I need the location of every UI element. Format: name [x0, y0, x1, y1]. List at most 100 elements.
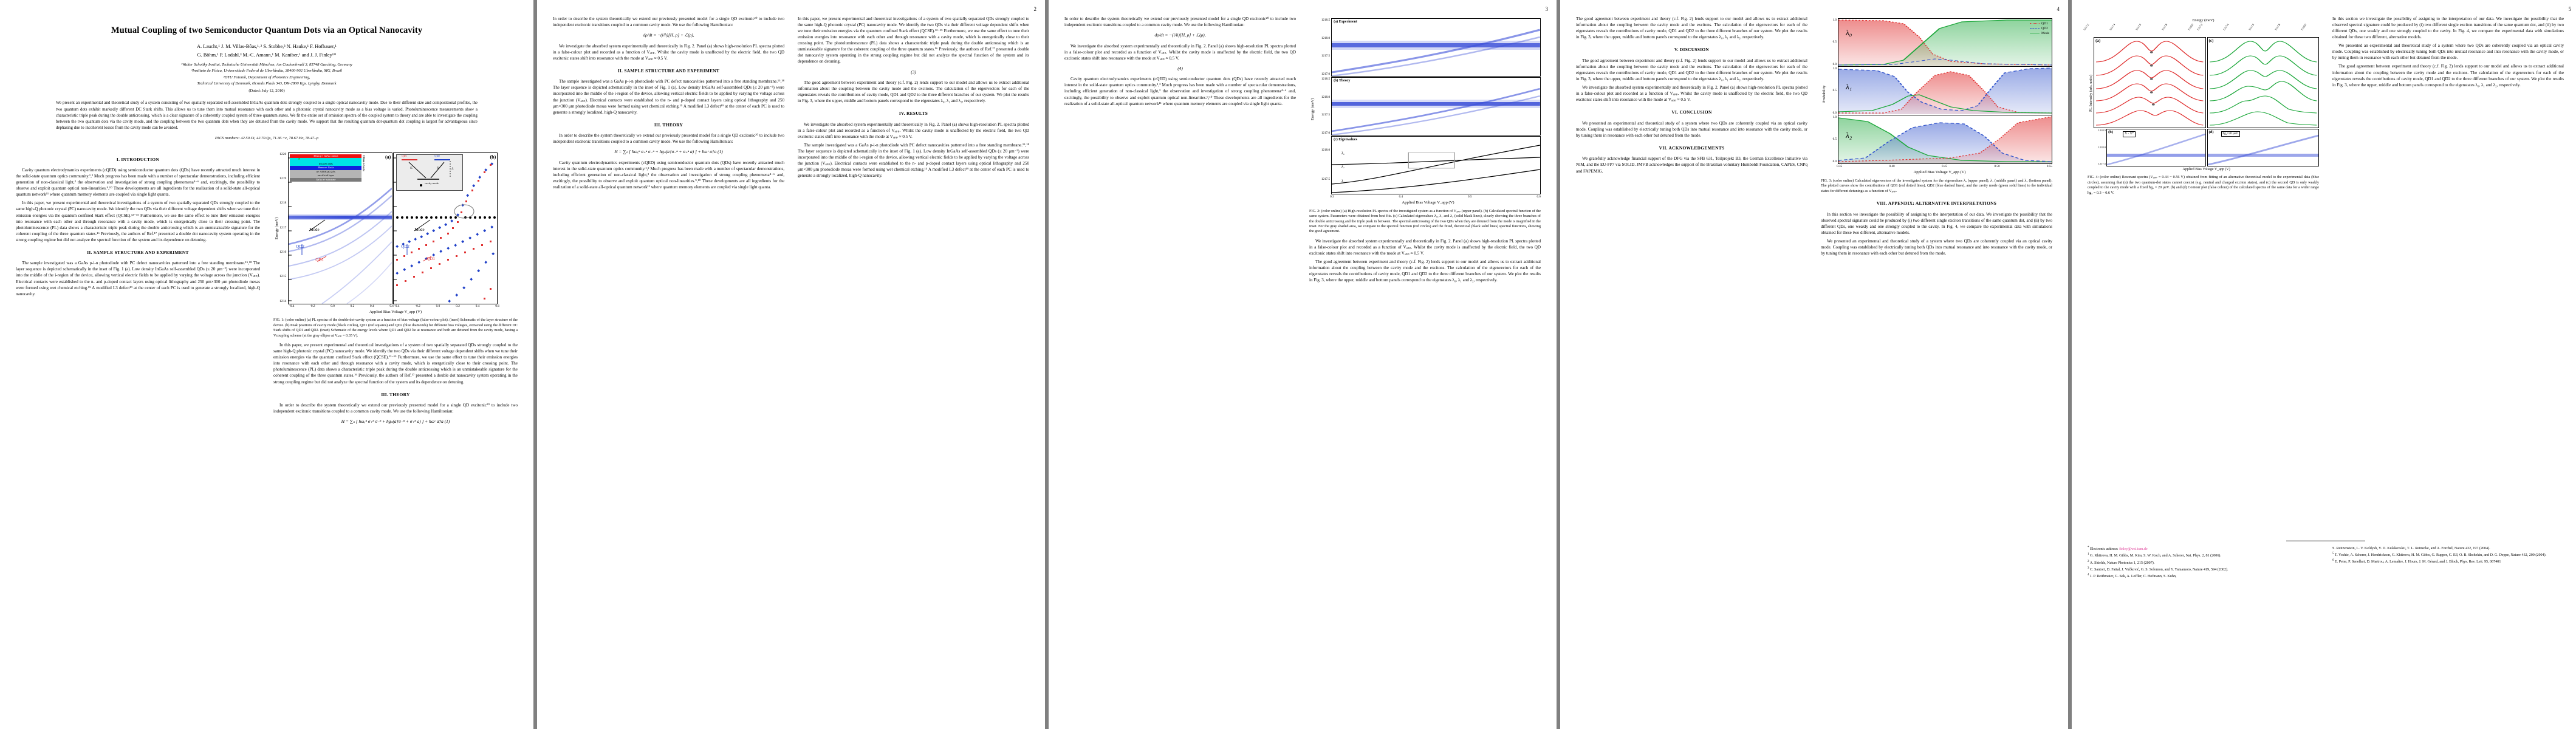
ytick: 1.0 — [1832, 67, 1837, 70]
figure4-panel-c-xticks: 1217.2 1217.4 1217.6 1217.8 1218.0 — [2196, 22, 2319, 37]
references-column-right: S. Reitzenstein, L. V. Keldysh, V. D. Ku… — [2332, 546, 2564, 580]
figure4-panel-b-yticks: 1218.5 1218.0 1217.5 — [2094, 129, 2106, 166]
legend-swatch-qd1 — [2029, 23, 2040, 24]
equation-1-inline: H = ∑ₙ [ ħωₓⁿ σ₊ⁿ σ₋ⁿ + ħgₙ(a†σ₋ⁿ + σ₊ⁿ … — [614, 149, 723, 155]
p2c1-para-4: In order to describe the system theoreti… — [553, 133, 784, 145]
reference-item: 5 T. Yoshie, A. Scherer, J. Hendrickson,… — [2332, 552, 2564, 558]
ytick: 1217.5 — [2098, 162, 2106, 166]
figure3-legend: QD1 QD2 Mode — [2029, 21, 2049, 36]
dated-line: (Dated: July 12, 2010) — [248, 89, 285, 94]
figure4-panel-c-label: (c) — [2208, 38, 2214, 43]
figure1-panel-b-xticks: -0.4 -0.2 0.0 0.2 0.4 0.6 — [394, 304, 499, 309]
section-heading-results: IV. RESULTS — [899, 111, 928, 117]
page4-column-2: Probability 1.0 0.5 0.0 — [1821, 16, 2052, 256]
xtick: 0.0 — [331, 304, 335, 308]
p4c1-para-2: The good agreement between experiment an… — [1576, 58, 1807, 81]
xtick: 0.3 — [1330, 195, 1334, 199]
p3c2-para-1: We investigate the absorbed system exper… — [1309, 238, 1541, 256]
xtick: 1217.6 — [2134, 22, 2142, 32]
section-heading-theory-2: III. THEORY — [654, 122, 683, 128]
ref-text: G. Khitrova, H. M. Gibbs, M. Kira, S. W.… — [2090, 554, 2221, 558]
ref-text: S. Reitzenstein, L. V. Keldysh, V. D. Ku… — [2332, 547, 2490, 550]
reference-item: * Electronic address: finley@wsi.tum.de — [2088, 546, 2148, 552]
xtick: 0.0 — [436, 304, 440, 308]
author-line-1: A. Laucht,¹ J. M. Villas-Bôas,¹˒² S. Sto… — [197, 44, 337, 49]
stack-layer-label: sacrificial layer — [290, 174, 362, 178]
reference-item: S. Reitzenstein, L. V. Keldysh, V. D. Ku… — [2332, 546, 2564, 551]
inset-delta-label: Δ — [451, 167, 454, 171]
page4-column-1: The good agreement between experiment an… — [1576, 16, 1807, 256]
figure1-panel-a: 30nm p+ GaAs contact F InGaAs QDs 30nm n… — [288, 152, 393, 304]
reference-item: 1 G. Khitrova, H. M. Gibbs, M. Kira, S. … — [2088, 553, 2319, 558]
equation-1: H = ∑ₙ [ ħωₓⁿ σ₊ⁿ σ₋ⁿ + ħgₙ(a†σ₋ⁿ + σ₊ⁿ … — [341, 419, 450, 425]
figure1-caption: FIG. 1: (color online) (a) PL spectra of… — [273, 318, 518, 338]
xtick: 0.2 — [456, 304, 460, 308]
figure1b-qd1-annotation: QD1 — [426, 256, 435, 261]
figure2-panel-c-label: (c) Eigenvalues — [1334, 138, 1357, 142]
figure4-panel-b-tag: X - X* — [2123, 131, 2136, 137]
ytick: 1218.0 — [1321, 95, 1331, 99]
p2c1-para-5: Cavity quantum electrodynamics experimen… — [553, 160, 784, 190]
ytick: 1217.0 — [1321, 72, 1331, 76]
abstract: We present an experimental and theoretic… — [56, 101, 478, 131]
ytick: 1218.5 — [2098, 128, 2106, 132]
xtick: 0.50 — [1994, 165, 2000, 168]
section-heading-theory: III. THEORY — [381, 391, 410, 397]
ytick: 1218.5 — [1321, 18, 1331, 22]
xtick: 1217.6 — [2248, 22, 2255, 32]
xtick: 0.35 — [1837, 165, 1843, 168]
references-column-left: * Electronic address: finley@wsi.tum.de … — [2088, 546, 2319, 580]
ytick: 1217.0 — [1321, 131, 1331, 135]
p3c1-para-1: In order to describe the system theoreti… — [1064, 16, 1296, 28]
xtick: 0.40 — [1889, 165, 1895, 168]
page-5: 5 Energy (meV) PL Intensity (arb. units) — [2072, 0, 2576, 729]
ref-text: J. P. Reithmaier, G. Sek, A. Loffler, C.… — [2090, 575, 2177, 579]
figure2-panel-a-yticks: 1218.5 1218.0 1217.5 1217.0 — [1315, 18, 1331, 77]
section-heading-discussion: V. DISCUSSION — [1674, 47, 1710, 53]
p5c2-para-1: In this section we investigate the possi… — [2332, 16, 2564, 40]
figure4-panel-d: (d) ħg₂=20 μeV — [2207, 128, 2320, 166]
figure2-panel-c-yticks: 1218.0 1217.5 — [1315, 136, 1331, 194]
figure1-panel-a-label: (a) — [385, 154, 391, 160]
legend-swatch-qd2 — [2029, 28, 2040, 29]
figure1b-qd2-annotation: QD2 — [401, 244, 409, 249]
reference-item: 6 E. Peter, P. Senellart, D. Martrou, A.… — [2332, 559, 2564, 564]
page-1: Mutual Coupling of two Semiconductor Qua… — [0, 0, 533, 729]
p3c1-para-2: We investigate the absorbed system exper… — [1064, 43, 1296, 61]
ref-marker: 3 — [2088, 566, 2089, 570]
legend-label: Mode — [2041, 32, 2049, 36]
figure2-panel-b-label: (b) Theory — [1334, 79, 1351, 83]
page-title: Mutual Coupling of two Semiconductor Qua… — [111, 26, 423, 35]
inset-cavity-mode-label: cavity mode — [425, 181, 439, 185]
figure1-qd2-annotation: QD2 — [296, 244, 304, 249]
ytick: 1.0 — [1832, 18, 1837, 22]
p4c2-para-2: We presented an experimental and theoret… — [1821, 238, 2052, 256]
figure1-panel-b-label: (b) — [490, 154, 496, 160]
ref-marker: 1 — [2088, 553, 2089, 556]
ref-marker: 2 — [2088, 560, 2089, 563]
figure1b-mode-annotation: Mode — [414, 227, 425, 232]
inset-legend-qd1: QD1 — [402, 154, 407, 157]
section-heading-sample-2: II. SAMPLE STRUCTURE AND EXPERIMENT — [617, 67, 720, 74]
xtick: 1218.0 — [2300, 22, 2307, 32]
p3c2-para-2: The good agreement between experiment an… — [1309, 259, 1541, 283]
page-3: 3 In order to describe the system theore… — [1049, 0, 1557, 729]
inset-g1-label: g₁ — [410, 166, 413, 169]
figure3-x-axis-label: Applied Bias Voltage V_app (V) — [1913, 170, 1966, 175]
figure4-panel-a-label: (a) — [2095, 38, 2101, 43]
p2c1-para-2: We investigate the absorbed system exper… — [553, 43, 784, 61]
figure3-panel0-yticks: 1.0 0.5 0.0 — [1827, 18, 1838, 67]
theory-paragraph-1: In order to describe the system theoreti… — [273, 403, 518, 414]
ytick: 1218.0 — [1321, 148, 1331, 152]
contact-email-link[interactable]: finley@wsi.tum.de — [2119, 547, 2148, 552]
stack-layer-label: n+ Al0.8Ga0.2As — [290, 169, 362, 174]
figure2-lambda2-annotation: λ₂ — [1341, 180, 1345, 183]
p4c2-para-1: In this section we investigate the possi… — [1821, 211, 2052, 235]
xtick: 0.5 — [1468, 195, 1472, 199]
figure1-level-scheme-inset: QD1 QD2 g₁ g₂ Δ cavity mode — [396, 154, 464, 191]
figure1-ytick: 1220 — [279, 152, 287, 156]
figure2-panel-b: (b) Theory — [1331, 77, 1541, 136]
stack-layer-label: InGaAs QDs — [290, 162, 362, 166]
figure2-panel-a: (a) Experiment — [1331, 18, 1541, 77]
ref-text: T. Yoshie, A. Scherer, J. Hendrickson, G… — [2334, 553, 2547, 558]
